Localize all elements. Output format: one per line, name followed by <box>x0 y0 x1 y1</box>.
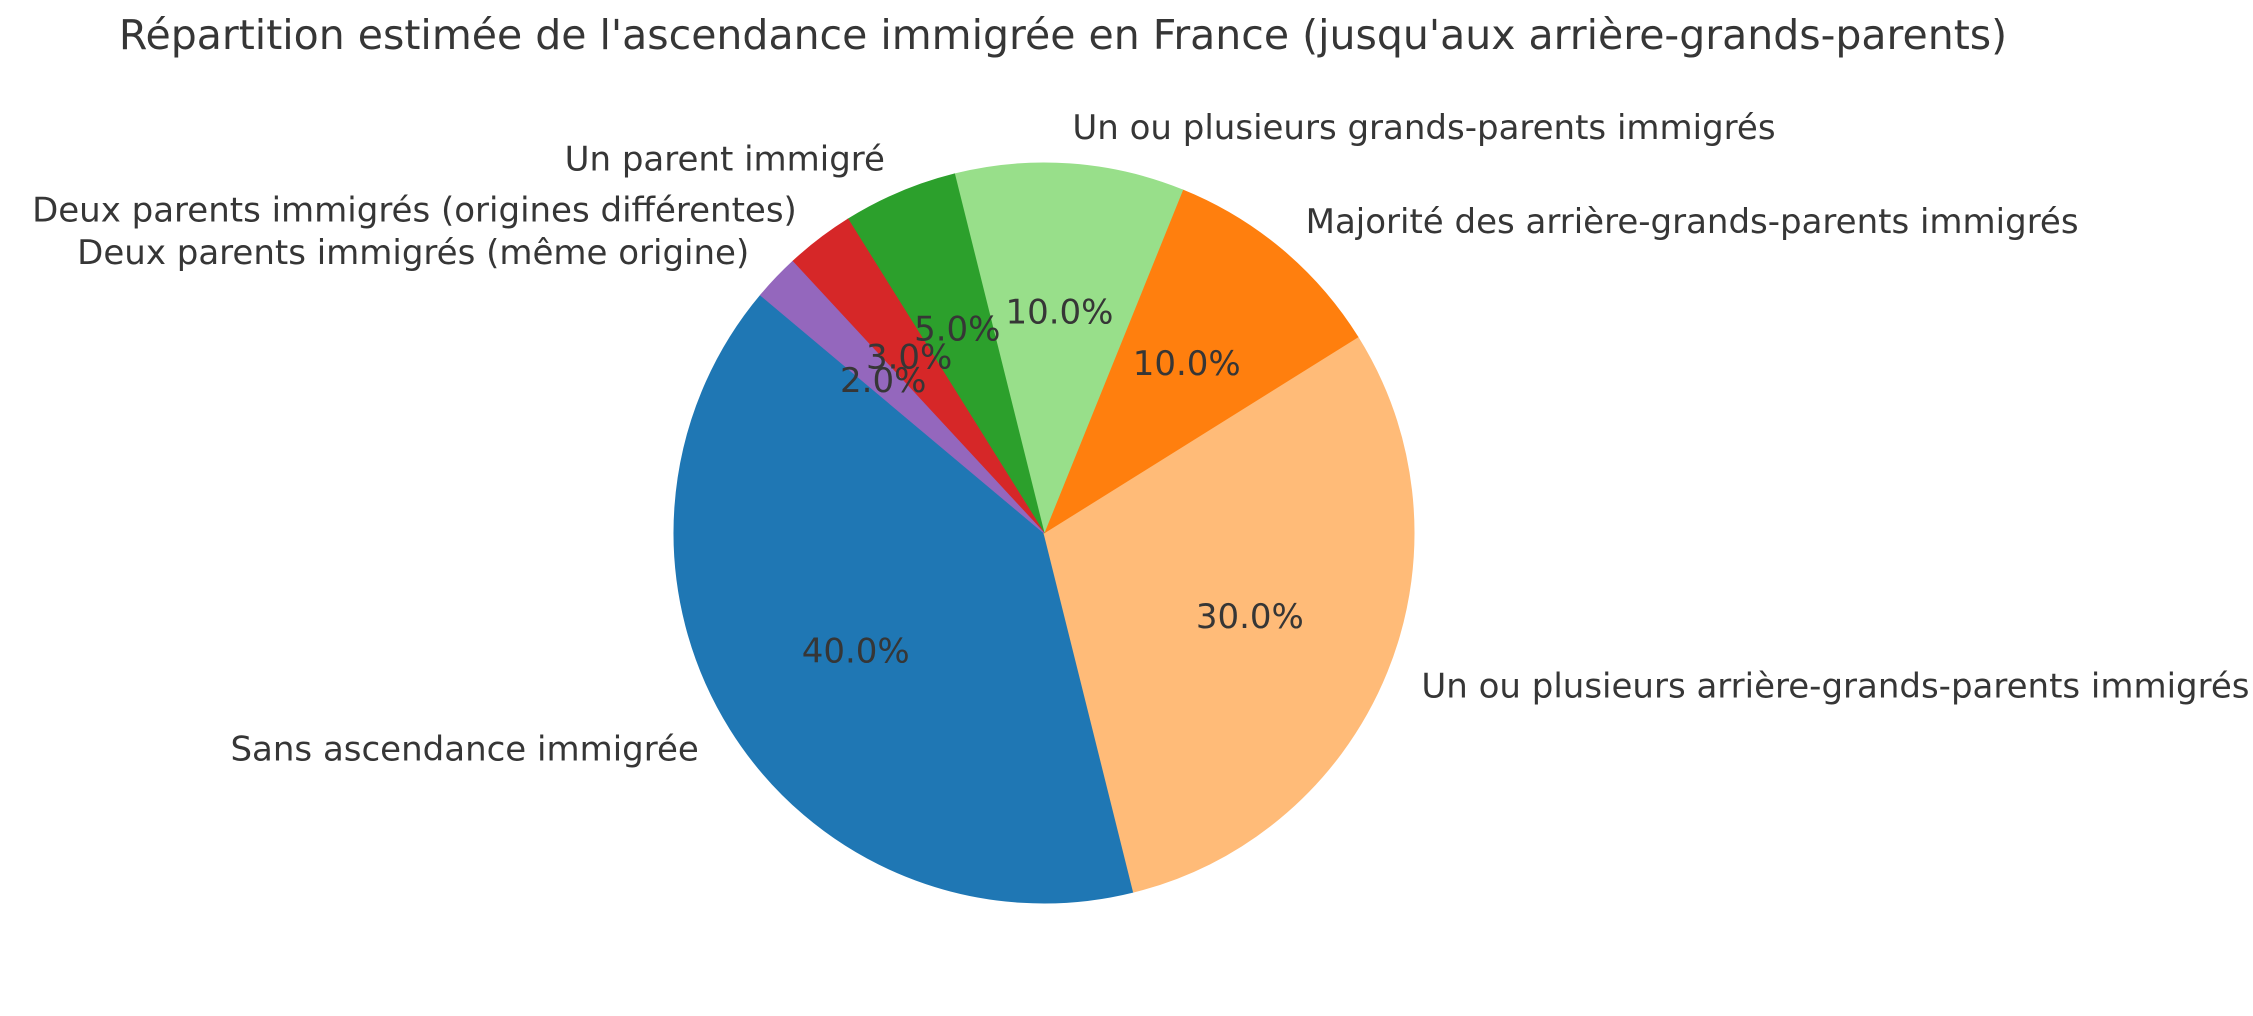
pie-slice-label-2: Majorité des arrière-grands-parents immi… <box>1306 202 2079 242</box>
pie-slice-label-1: Un ou plusieurs arrière-grands-parents i… <box>1421 666 2249 706</box>
pie-slice-label-6: Deux parents immigrés (même origine) <box>77 233 749 273</box>
pie-pct-label-4: 5.0% <box>914 310 1000 350</box>
pie-slice-3 <box>953 162 1184 535</box>
pie-slice-6 <box>759 260 1045 534</box>
pie-pct-label-0: 40.0% <box>802 632 910 672</box>
pie-slice-label-0: Sans ascendance immigrée <box>230 730 698 770</box>
pie-slice-label-5: Deux parents immigrés (origines différen… <box>32 191 797 231</box>
pie-pct-label-6: 2.0% <box>840 361 926 401</box>
pie-slice-2 <box>1042 189 1359 535</box>
pie-slice-label-4: Un parent immigré <box>565 139 885 179</box>
pie-pct-label-3: 10.0% <box>1005 292 1113 332</box>
chart-title: Répartition estimée de l'ascendance immi… <box>118 11 2008 59</box>
pie-pct-label-2: 10.0% <box>1133 344 1241 384</box>
pie-pct-label-1: 30.0% <box>1196 597 1304 637</box>
pie-pct-label-5: 3.0% <box>866 338 952 378</box>
pie-slice-label-3: Un ou plusieurs grands-parents immigrés <box>1072 108 1775 148</box>
pie-slice-0 <box>673 294 1135 904</box>
